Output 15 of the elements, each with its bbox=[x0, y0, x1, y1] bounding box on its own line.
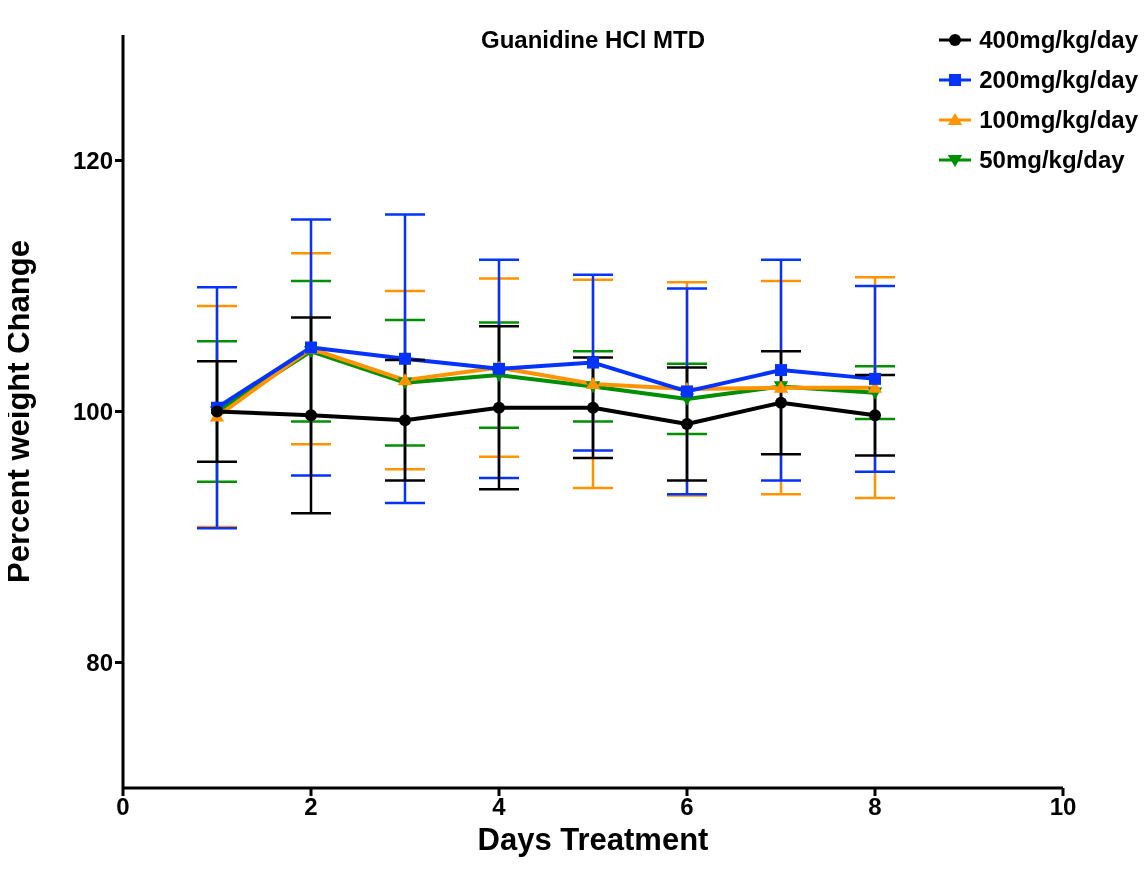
x-tick-label: 4 bbox=[492, 793, 507, 821]
x-tick-label: 8 bbox=[868, 793, 882, 821]
legend-label: 50mg/kg/day bbox=[979, 146, 1125, 174]
x-tick-label: 2 bbox=[304, 793, 318, 821]
x-tick-label: 6 bbox=[680, 793, 694, 821]
chart-title: Guanidine HCl MTD bbox=[481, 26, 705, 53]
legend-label: 100mg/kg/day bbox=[979, 106, 1138, 134]
legend-label: 400mg/kg/day bbox=[979, 26, 1138, 54]
x-tick-label: 10 bbox=[1049, 793, 1077, 821]
x-axis-title: Days Treatment bbox=[477, 822, 709, 857]
x-tick-label: 0 bbox=[116, 793, 130, 821]
y-tick-label: 80 bbox=[86, 649, 113, 677]
y-tick-label: 120 bbox=[72, 147, 113, 175]
y-tick-label: 100 bbox=[72, 398, 113, 426]
legend-label: 200mg/kg/day bbox=[979, 66, 1138, 94]
